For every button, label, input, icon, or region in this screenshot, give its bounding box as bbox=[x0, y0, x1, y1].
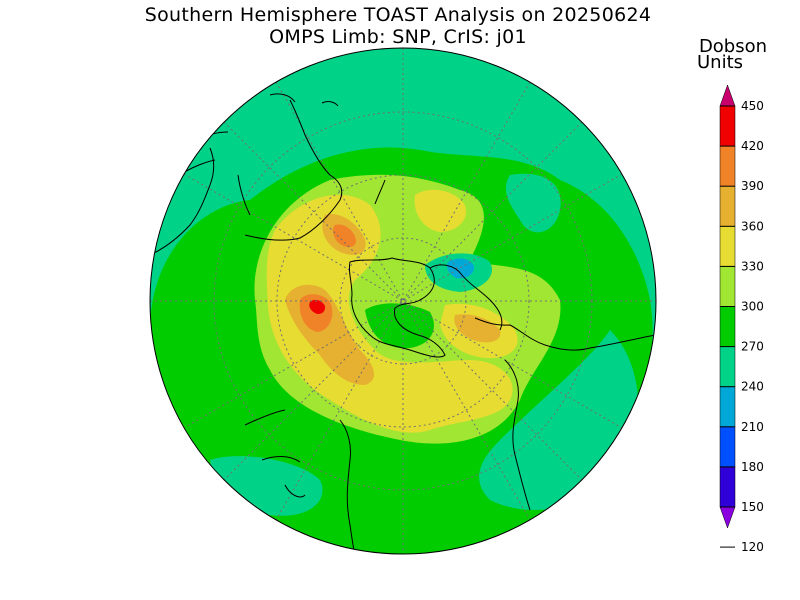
map-title: Southern Hemisphere TOAST Analysis on 20… bbox=[144, 4, 652, 26]
colorbar-unit-line1: Dobson bbox=[699, 36, 767, 57]
colorbar-unit-line2: Units bbox=[697, 52, 743, 73]
colorbar-tick-label: 450 bbox=[741, 99, 764, 113]
colorbar-tick-label: 240 bbox=[741, 380, 764, 394]
colorbar-tick-label: 270 bbox=[741, 340, 764, 354]
colorbar-band-450-480 bbox=[719, 84, 736, 107]
colorbar-tick-label: 420 bbox=[741, 139, 764, 153]
colorbar-tick-label: 150 bbox=[741, 500, 764, 514]
colorbar-tick-label: 120 bbox=[741, 540, 764, 554]
colorbar-band-210-240 bbox=[719, 386, 736, 428]
colorbar-tick-label: 300 bbox=[741, 300, 764, 314]
map-border bbox=[149, 47, 657, 555]
ozone-patch-interior-green bbox=[365, 303, 434, 349]
colorbar-tick-label: 180 bbox=[741, 460, 764, 474]
colorbar-tick-label: 360 bbox=[741, 219, 764, 233]
colorbar-band-270-300 bbox=[719, 306, 736, 347]
map-subtitle: OMPS Limb: SNP, CrIS: j01 bbox=[269, 26, 527, 48]
ozone-patch-upper-red-orange bbox=[332, 224, 356, 248]
ozone-patch-east-orange bbox=[454, 314, 501, 343]
colorbar-band-420-450 bbox=[719, 105, 736, 147]
colorbar-band-240-270 bbox=[719, 346, 736, 387]
colorbar-tick-label: 330 bbox=[741, 259, 764, 273]
graticule bbox=[150, 48, 656, 554]
colorbar-tick-label: 390 bbox=[741, 179, 764, 193]
colorbar-band-180-210 bbox=[719, 426, 736, 468]
colorbar-band-330-360 bbox=[719, 226, 736, 267]
coastlines bbox=[150, 93, 656, 554]
colorbar-band-300-330 bbox=[719, 266, 736, 307]
ozone-patch-north-yellow bbox=[414, 189, 466, 232]
colorbar-tick-label: 210 bbox=[741, 420, 764, 434]
colorbar-band-390-420 bbox=[719, 145, 736, 187]
colorbar-band-120-150 bbox=[719, 506, 736, 529]
colorbar-band-360-390 bbox=[719, 185, 736, 227]
colorbar-band-150-180 bbox=[719, 466, 736, 508]
ozone-band-420-450 bbox=[309, 299, 326, 315]
ozone-band-330-360 bbox=[266, 194, 513, 433]
